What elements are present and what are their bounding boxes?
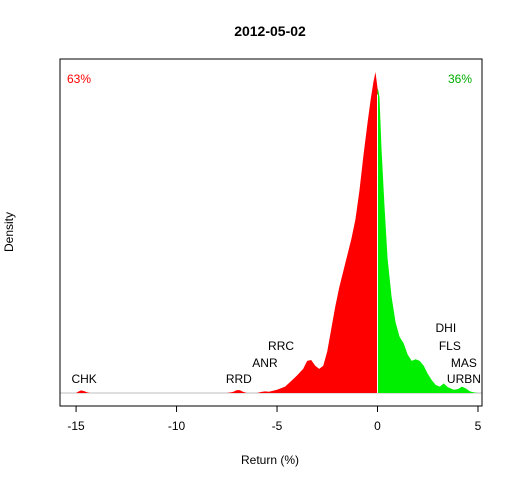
x-axis-label: Return (%) [241,453,299,467]
plot-frame [59,58,483,407]
stock-label-mas: MAS [451,356,477,370]
stock-label-dhi: DHI [435,321,456,335]
x-tick-label: 5 [475,419,482,433]
x-axis: -15 -10 -5 0 5 [67,405,482,433]
y-axis-label: Density [2,212,16,252]
stock-label-rrd: RRD [226,372,252,386]
pct-negative-label: 63% [67,72,91,86]
x-tick-label: -5 [272,419,283,433]
stock-label-anr: ANR [252,356,278,370]
stock-label-rrc: RRC [268,339,294,353]
positive-density-area [377,88,478,394]
negative-density-area [64,72,378,393]
x-tick-label: 0 [374,419,381,433]
plot-area [60,72,482,394]
stock-label-chk: CHK [71,372,96,386]
pct-positive-label: 36% [448,72,472,86]
stock-label-fls: FLS [439,339,461,353]
x-tick-label: -15 [67,419,85,433]
chart-title: 2012-05-02 [234,23,306,39]
x-tick-label: -10 [168,419,186,433]
stock-label-urbn: URBN [447,372,481,386]
